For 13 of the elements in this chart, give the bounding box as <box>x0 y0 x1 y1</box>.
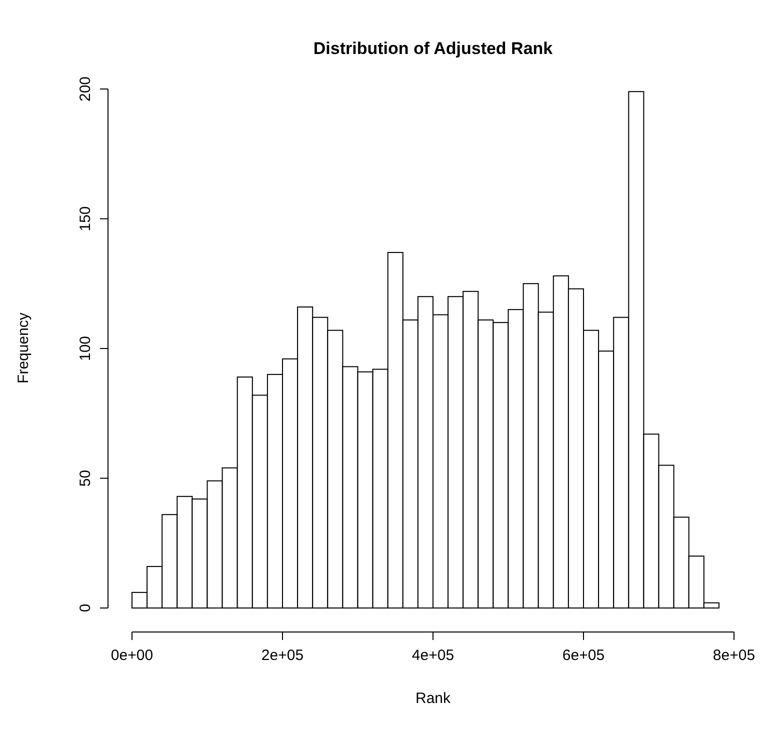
x-tick-label: 6e+05 <box>562 647 605 664</box>
x-tick-label: 0e+00 <box>110 647 154 664</box>
x-tick-label: 8e+05 <box>712 647 756 664</box>
y-tick-label: 0 <box>77 604 94 612</box>
x-tick-label: 2e+05 <box>261 647 304 664</box>
y-axis-title: Frequency <box>15 312 32 384</box>
x-axis-title: Rank <box>415 690 451 707</box>
y-tick-label: 150 <box>77 206 94 232</box>
x-tick-label: 4e+05 <box>412 647 454 664</box>
y-tick-label: 100 <box>77 336 94 362</box>
chart-title: Distribution of Adjusted Rank <box>313 39 554 58</box>
y-tick-label: 200 <box>77 76 94 102</box>
y-tick-label: 50 <box>77 470 94 487</box>
